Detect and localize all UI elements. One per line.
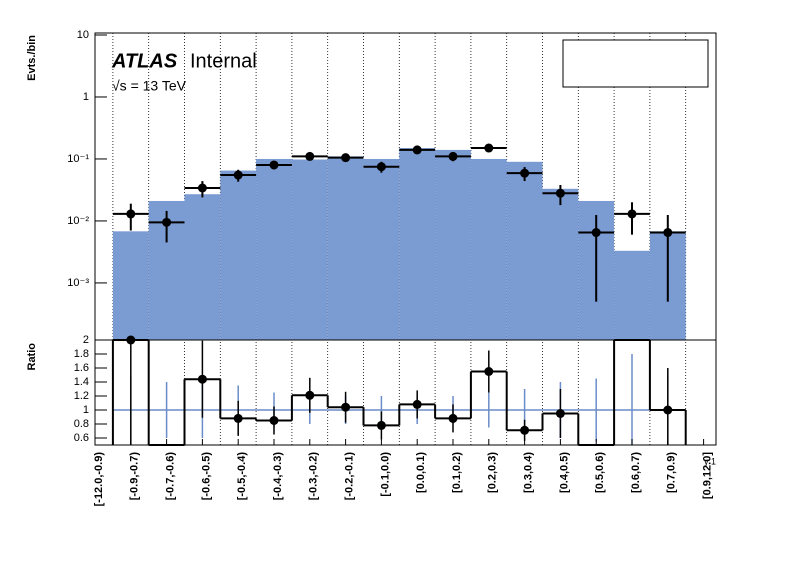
bar [399, 148, 436, 340]
ratio-frame [94, 339, 717, 446]
y-tick-label: 0.6 [74, 432, 89, 444]
point [305, 151, 315, 161]
bar [506, 161, 543, 340]
point [162, 217, 172, 227]
bar [220, 170, 257, 340]
point [484, 143, 494, 153]
status: Internal [190, 50, 257, 72]
y-tick-label: 10⁻¹ [67, 153, 89, 165]
x-tick-label: [-12.0,-0.9) [93, 452, 105, 507]
bar [112, 231, 149, 340]
y-tick-label: 2 [83, 334, 89, 346]
point [555, 409, 565, 418]
plot-area: 10⁻³ 10⁻² 10⁻¹ 1 10 0.6 0.8 1 1.2 1.4 1.6 1.8 2 [-12.… [67, 29, 713, 507]
x-tick-label: [-0.4,-0.3) [272, 452, 284, 501]
point [269, 160, 279, 170]
point [233, 170, 243, 180]
point [376, 420, 386, 430]
point [663, 405, 673, 415]
x-tick-label: [0.6,0.7) [630, 452, 642, 493]
y-tick-label: 1 [83, 91, 89, 103]
y-tick-label: 1.6 [74, 362, 89, 374]
x-tick-label: [0.4,0.5) [558, 452, 570, 493]
experiment: ATLAS [111, 50, 178, 72]
x-tick-label: [-0.7,-0.6) [165, 452, 177, 501]
point [341, 153, 351, 163]
x-tick-label: [0.2,0.3) [487, 452, 499, 493]
y-axis-title: Evts./bin [26, 35, 38, 81]
point [305, 390, 315, 400]
y-tick-label: 1.2 [74, 390, 89, 402]
x-axis-title: γ 1 [704, 456, 716, 466]
x-tick-label: [-0.1,0.0) [379, 452, 391, 497]
point [591, 228, 601, 238]
y-tick-label: 1 [83, 404, 89, 416]
x-tick-label: [-0.2,-0.1) [344, 452, 356, 501]
point [341, 402, 351, 412]
ratio-axis-title: Ratio [26, 343, 38, 371]
point [126, 209, 136, 219]
point [376, 162, 386, 172]
y-tick-label: 0.8 [74, 418, 89, 430]
y-tick-label: 1.8 [74, 348, 89, 360]
bar [327, 156, 364, 340]
point [448, 151, 458, 161]
point [197, 183, 207, 193]
x-tick-label: [-0.9,-0.7) [129, 452, 141, 501]
legend [562, 39, 709, 88]
x-tick-label: [0.0,0.1) [415, 452, 427, 493]
bar [291, 159, 328, 340]
bar [256, 158, 292, 340]
x-tick-label: [0.9,12.0] [702, 452, 714, 499]
y-tick-label: 10⁻² [67, 215, 89, 227]
point [233, 413, 243, 423]
point [448, 413, 458, 423]
y-tick-label: 10⁻³ [67, 277, 89, 289]
point [197, 374, 207, 384]
x-tick-label: [0.3,0.4) [523, 452, 535, 493]
point [412, 399, 422, 409]
point [269, 416, 279, 425]
x-tick-label: [0.5,0.6) [594, 452, 606, 493]
point [627, 209, 637, 219]
energy: √s = 13 TeV [112, 78, 187, 94]
point [412, 145, 422, 155]
bar [184, 194, 221, 340]
x-tick-label: [-0.5,-0.4) [236, 452, 248, 501]
point [555, 188, 565, 198]
x-tick-label: [0.7,0.9) [666, 452, 678, 493]
y-tick-label: 1.4 [74, 376, 89, 388]
bar [614, 250, 650, 340]
point [520, 168, 530, 178]
bar [363, 158, 400, 340]
bar [435, 149, 471, 340]
bar [470, 158, 507, 340]
bar [542, 188, 579, 340]
point [520, 425, 530, 435]
x-tick-label: [0.1,0.2) [451, 452, 463, 493]
point [663, 228, 673, 238]
point [484, 367, 494, 376]
x-tick-label: [-0.6,-0.5) [200, 452, 212, 501]
x-tick-label: [-0.3,-0.2) [308, 452, 320, 501]
y-tick-label: 10 [77, 29, 89, 41]
